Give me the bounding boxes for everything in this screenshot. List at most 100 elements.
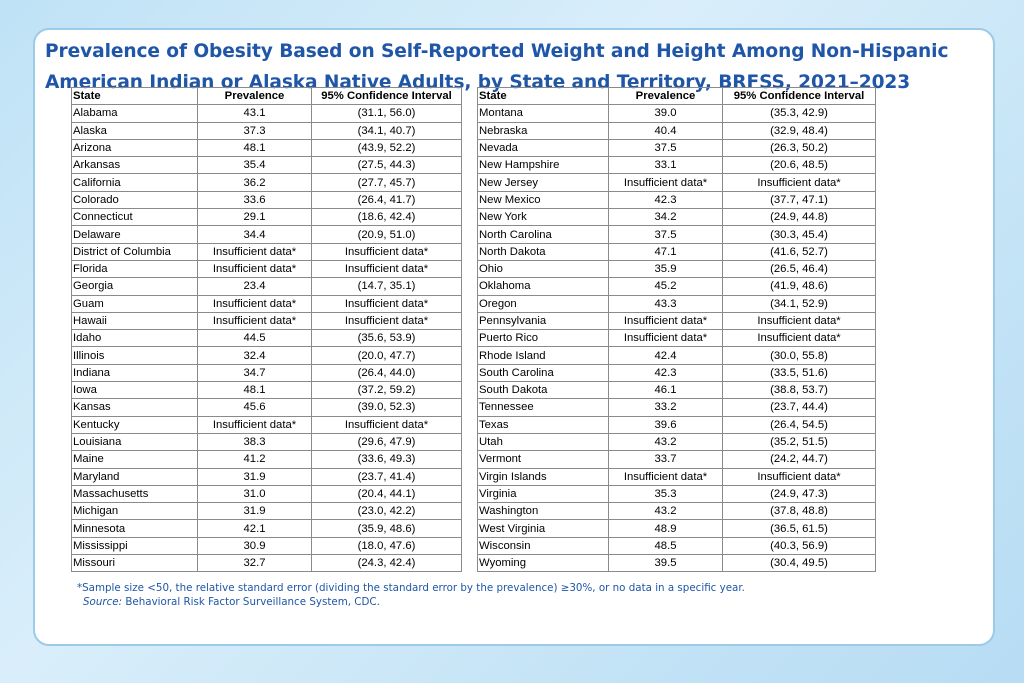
- state-cell: Washington: [477, 502, 609, 521]
- prevalence-cell: 40.4: [608, 121, 723, 140]
- table-row: Wyoming 39.5 (30.4, 49.5): [477, 554, 876, 573]
- confidence-interval-cell: (36.5, 61.5): [722, 519, 876, 538]
- table-row: Alaska 37.3 (34.1, 40.7): [71, 121, 462, 140]
- table-row: South Dakota 46.1 (38.8, 53.7): [477, 381, 876, 400]
- state-cell: Wisconsin: [477, 536, 609, 556]
- prevalence-cell: Insufficient data*: [608, 329, 723, 348]
- table-row: Rhode Island 42.4 (30.0, 55.8): [477, 346, 876, 365]
- confidence-interval-cell: (24.9, 47.3): [722, 484, 876, 504]
- prevalence-cell: Insufficient data*: [608, 311, 723, 331]
- prevalence-cell: Insufficient data*: [608, 173, 723, 192]
- prevalence-cell: 33.6: [197, 190, 312, 210]
- state-cell: New Hampshire: [477, 156, 609, 175]
- confidence-interval-cell: (26.4, 54.5): [722, 415, 876, 434]
- confidence-interval-cell: (34.1, 52.9): [722, 294, 876, 313]
- confidence-interval-cell: (20.0, 47.7): [311, 346, 462, 365]
- prevalence-cell: 45.6: [197, 398, 312, 417]
- table-row: Connecticut 29.1 (18.6, 42.4): [71, 208, 462, 227]
- state-cell: Ohio: [477, 259, 609, 279]
- table-row: Wisconsin 48.5 (40.3, 56.9): [477, 536, 876, 556]
- confidence-interval-cell: (33.6, 49.3): [311, 450, 462, 469]
- confidence-interval-cell: (35.3, 42.9): [722, 104, 876, 123]
- table-row: Maryland 31.9 (23.7, 41.4): [71, 467, 462, 486]
- state-cell: Oklahoma: [477, 277, 609, 296]
- table-row: Arizona 48.1 (43.9, 52.2): [71, 138, 462, 158]
- prevalence-cell: 31.9: [197, 467, 312, 486]
- column-header-state: State: [71, 86, 198, 106]
- prevalence-cell: 36.2: [197, 173, 312, 192]
- table-row: Oklahoma 45.2 (41.9, 48.6): [477, 277, 876, 296]
- confidence-interval-cell: (18.6, 42.4): [311, 208, 462, 227]
- prevalence-cell: 46.1: [608, 381, 723, 400]
- confidence-interval-cell: (30.4, 49.5): [722, 554, 876, 573]
- table-row: Illinois 32.4 (20.0, 47.7): [71, 346, 462, 365]
- confidence-interval-cell: (43.9, 52.2): [311, 138, 462, 158]
- prevalence-cell: 39.5: [608, 554, 723, 573]
- table-body-right: Montana 39.0 (35.3, 42.9) Nebraska 40.4 (32.9…: [477, 104, 876, 573]
- confidence-interval-cell: (23.7, 41.4): [311, 467, 462, 486]
- prevalence-cell: 34.7: [197, 363, 312, 383]
- state-cell: Alabama: [71, 104, 198, 123]
- state-cell: Guam: [71, 294, 198, 313]
- prevalence-cell: 47.1: [608, 242, 723, 261]
- state-cell: Alaska: [71, 121, 198, 140]
- prevalence-cell: 33.1: [608, 156, 723, 175]
- prevalence-cell: 39.6: [608, 415, 723, 434]
- state-cell: Idaho: [71, 329, 198, 348]
- confidence-interval-cell: (23.7, 44.4): [722, 398, 876, 417]
- confidence-interval-cell: Insufficient data*: [722, 311, 876, 331]
- state-cell: Virgin Islands: [477, 467, 609, 486]
- confidence-interval-cell: (18.0, 47.6): [311, 536, 462, 556]
- state-cell: West Virginia: [477, 519, 609, 538]
- table-row: Pennsylvania Insufficient data* Insufficie…: [477, 311, 876, 331]
- table-row: West Virginia 48.9 (36.5, 61.5): [477, 519, 876, 538]
- confidence-interval-cell: (40.3, 56.9): [722, 536, 876, 556]
- prevalence-table-left: State Prevalence 95% Confidence Interval…: [71, 86, 462, 573]
- confidence-interval-cell: (23.0, 42.2): [311, 502, 462, 521]
- confidence-interval-cell: (20.4, 44.1): [311, 484, 462, 504]
- table-row: North Dakota 47.1 (41.6, 52.7): [477, 242, 876, 261]
- prevalence-cell: 43.3: [608, 294, 723, 313]
- prevalence-cell: 43.2: [608, 502, 723, 521]
- prevalence-cell: 37.3: [197, 121, 312, 140]
- prevalence-cell: 43.2: [608, 432, 723, 452]
- confidence-interval-cell: (33.5, 51.6): [722, 363, 876, 383]
- state-cell: Oregon: [477, 294, 609, 313]
- table-row: District of Columbia Insufficient data* In…: [71, 242, 462, 261]
- prevalence-cell: 38.3: [197, 432, 312, 452]
- prevalence-cell: 48.1: [197, 138, 312, 158]
- confidence-interval-cell: (20.9, 51.0): [311, 225, 462, 244]
- state-cell: Georgia: [71, 277, 198, 296]
- table-row: New Mexico 42.3 (37.7, 47.1): [477, 190, 876, 210]
- state-cell: Massachusetts: [71, 484, 198, 504]
- prevalence-cell: 23.4: [197, 277, 312, 296]
- table-row: Oregon 43.3 (34.1, 52.9): [477, 294, 876, 313]
- state-cell: Wyoming: [477, 554, 609, 573]
- confidence-interval-cell: (32.9, 48.4): [722, 121, 876, 140]
- state-cell: North Carolina: [477, 225, 609, 244]
- state-cell: Kentucky: [71, 415, 198, 434]
- confidence-interval-cell: (20.6, 48.5): [722, 156, 876, 175]
- prevalence-cell: 37.5: [608, 225, 723, 244]
- confidence-interval-cell: (27.7, 45.7): [311, 173, 462, 192]
- confidence-interval-cell: Insufficient data*: [722, 329, 876, 348]
- table-row: Alabama 43.1 (31.1, 56.0): [71, 104, 462, 123]
- table-header-row: State Prevalence 95% Confidence Interval: [71, 86, 462, 106]
- state-cell: Texas: [477, 415, 609, 434]
- confidence-interval-cell: Insufficient data*: [722, 467, 876, 486]
- table-row: Kansas 45.6 (39.0, 52.3): [71, 398, 462, 417]
- confidence-interval-cell: (24.2, 44.7): [722, 450, 876, 469]
- confidence-interval-cell: (38.8, 53.7): [722, 381, 876, 400]
- state-cell: Nevada: [477, 138, 609, 158]
- prevalence-cell: 32.7: [197, 554, 312, 573]
- table-row: Vermont 33.7 (24.2, 44.7): [477, 450, 876, 469]
- prevalence-cell: 34.4: [197, 225, 312, 244]
- confidence-interval-cell: Insufficient data*: [311, 242, 462, 261]
- state-cell: Florida: [71, 259, 198, 279]
- table-row: Louisiana 38.3 (29.6, 47.9): [71, 432, 462, 452]
- table-row: Missouri 32.7 (24.3, 42.4): [71, 554, 462, 573]
- state-cell: Michigan: [71, 502, 198, 521]
- table-row: Utah 43.2 (35.2, 51.5): [477, 432, 876, 452]
- table-row: Tennessee 33.2 (23.7, 44.4): [477, 398, 876, 417]
- confidence-interval-cell: (27.5, 44.3): [311, 156, 462, 175]
